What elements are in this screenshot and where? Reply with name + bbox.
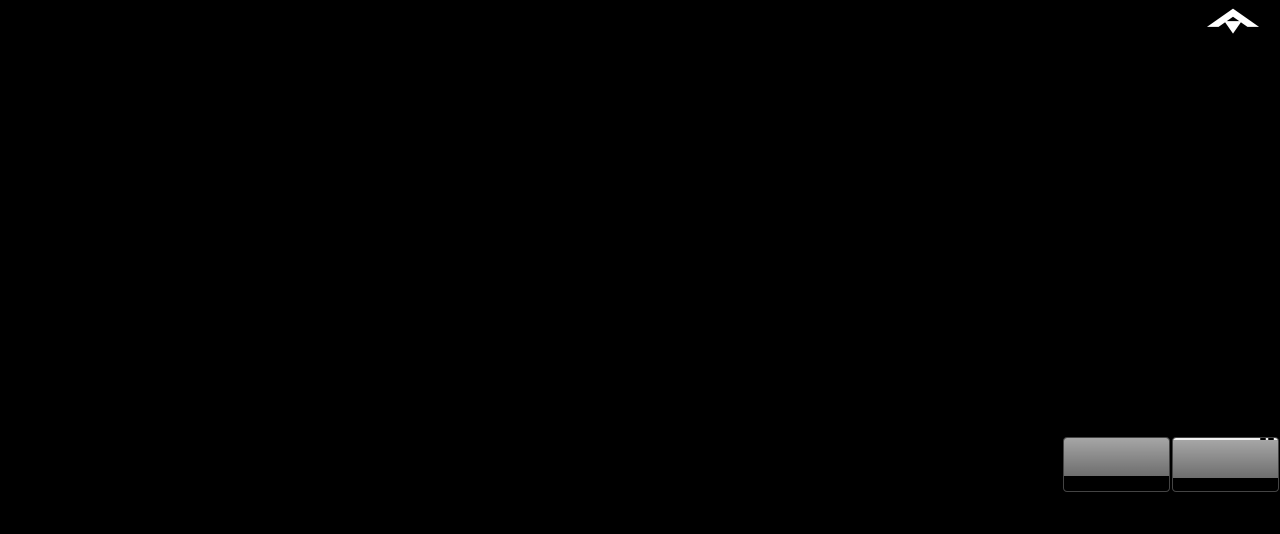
trigger-header	[1173, 438, 1278, 440]
waveform-svg[interactable]	[0, 0, 1280, 305]
trigger-coupling-badge	[1268, 438, 1274, 440]
timebase-box[interactable]	[1063, 437, 1170, 492]
teledyne-logo-icon	[1206, 8, 1260, 34]
trigger-source-badge	[1260, 438, 1266, 440]
teledyne-lecroy-logo	[1206, 7, 1268, 41]
trigger-box[interactable]	[1172, 437, 1279, 492]
waveform-display[interactable]	[0, 0, 1280, 305]
